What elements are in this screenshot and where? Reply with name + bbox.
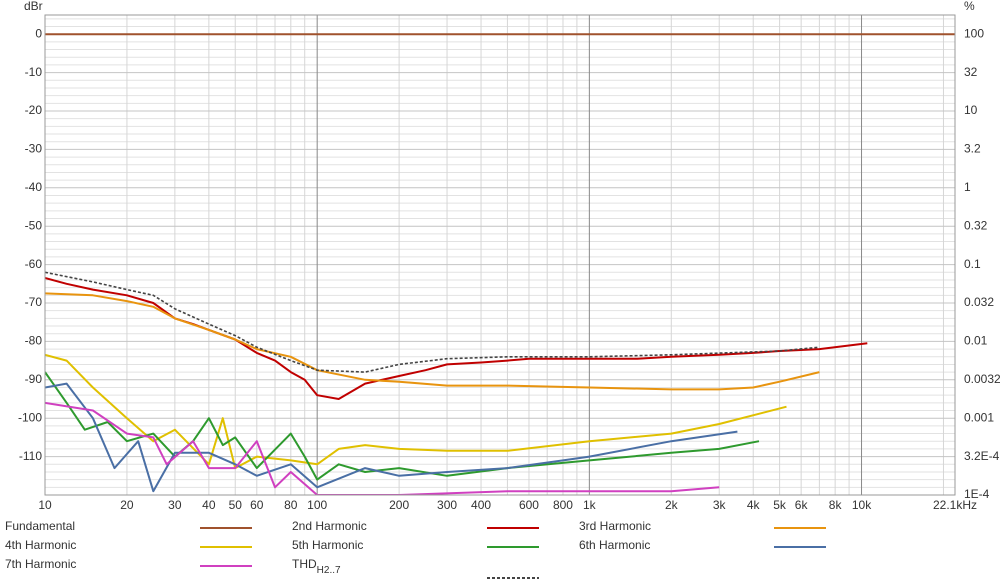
legend-label: 2nd Harmonic: [292, 519, 367, 533]
x-tick-label: 4k: [747, 498, 761, 512]
y2-axis-label: %: [964, 0, 975, 13]
y2-tick-label: 0.1: [964, 257, 981, 271]
x-tick-label: 1k: [583, 498, 597, 512]
legend-label: 4th Harmonic: [5, 538, 76, 552]
y-tick-label: -20: [25, 103, 43, 117]
y-tick-label: -110: [19, 449, 42, 463]
series-line: [45, 401, 720, 495]
legend-label: 3rd Harmonic: [579, 519, 651, 533]
x-tick-label: 30: [168, 498, 182, 512]
y2-tick-label: 0.0032: [964, 372, 1000, 386]
y-tick-label: -10: [25, 65, 43, 79]
x-tick-label: 50: [229, 498, 243, 512]
legend-name: THD: [292, 557, 317, 571]
x-tick-label: 22.1kHz: [933, 498, 977, 512]
x-tick-label: 100: [307, 498, 327, 512]
legend-label: THDH2..7: [292, 557, 341, 575]
y-axis-label: dBr: [24, 0, 43, 13]
x-tick-label: 800: [553, 498, 573, 512]
legend-name: Fundamental: [5, 519, 75, 533]
legend-label: 6th Harmonic: [579, 538, 650, 552]
y-tick-label: -30: [25, 142, 43, 156]
x-tick-label: 10k: [852, 498, 872, 512]
legend-name: 2nd Harmonic: [292, 519, 367, 533]
y2-tick-label: 32: [964, 65, 978, 79]
x-tick-label: 400: [471, 498, 491, 512]
series-line: [45, 382, 738, 493]
y-tick-label: -90: [25, 372, 43, 386]
y-tick-label: -40: [25, 180, 43, 194]
y2-tick-label: 1: [964, 180, 971, 194]
y2-tick-label: 1E-4: [964, 487, 990, 501]
legend-name: 6th Harmonic: [579, 538, 650, 552]
legend-label: 7th Harmonic: [5, 557, 76, 571]
x-tick-label: 5k: [773, 498, 787, 512]
legend-name: 7th Harmonic: [5, 557, 76, 571]
legend-label: 5th Harmonic: [292, 538, 363, 552]
y-tick-label: -70: [25, 295, 43, 309]
x-tick-label: 10: [38, 498, 52, 512]
legend-subscript: H2..7: [317, 565, 341, 576]
y-tick-label: -80: [25, 334, 43, 348]
y2-tick-label: 0.32: [964, 218, 988, 232]
x-tick-label: 600: [519, 498, 539, 512]
plot-lines: [45, 33, 955, 495]
x-tick-label: 6k: [795, 498, 809, 512]
plot-frame: [44, 14, 956, 496]
legend-name: 5th Harmonic: [292, 538, 363, 552]
legend: Fundamental 2nd Harmonic 3rd Harmonic 4th H…: [5, 519, 826, 579]
y2-tick-label: 3.2: [964, 142, 981, 156]
y2-tick-label: 0.001: [964, 410, 994, 424]
x-tick-label: 20: [120, 498, 134, 512]
y2-tick-label: 3.2E-4: [964, 449, 1000, 463]
y-tick-label: -60: [25, 257, 43, 271]
grid: 0 -10 -20 -30 -40 -50 -60 -70 -80 -90 -100 -110 10 20…: [18, 15, 1000, 512]
legend-name: 3rd Harmonic: [579, 519, 651, 533]
x-tick-label: 8k: [829, 498, 843, 512]
y-tick-label: 0: [35, 26, 42, 40]
series-line: [45, 353, 787, 470]
y2-tick-label: 0.032: [964, 295, 994, 309]
x-tick-label: 300: [437, 498, 457, 512]
x-tick-label: 80: [284, 498, 298, 512]
series-line: [45, 271, 820, 373]
y-tick-label: -100: [18, 410, 42, 424]
series-line: [45, 292, 820, 391]
y-tick-label: -50: [25, 218, 43, 232]
y2-tick-label: 10: [964, 103, 978, 117]
x-tick-label: 2k: [665, 498, 679, 512]
legend-name: 4th Harmonic: [5, 538, 76, 552]
legend-label: Fundamental: [5, 519, 75, 533]
y2-tick-label: 0.01: [964, 334, 988, 348]
x-tick-label: 60: [250, 498, 264, 512]
x-tick-label: 200: [389, 498, 409, 512]
x-tick-label: 40: [202, 498, 216, 512]
x-tick-label: 3k: [713, 498, 727, 512]
series-line: [45, 277, 868, 400]
y2-tick-label: 100: [964, 26, 984, 40]
